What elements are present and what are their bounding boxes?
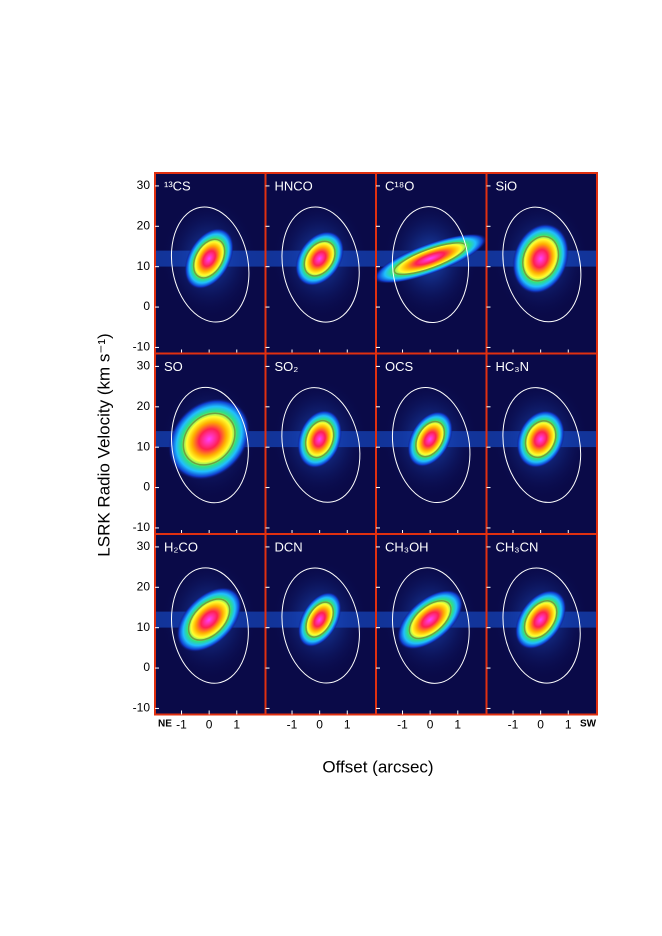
y-tick-label: -10 (133, 340, 151, 354)
panel: OCS (375, 352, 488, 535)
x-tick-label: -1 (397, 718, 408, 732)
contour-inner (192, 238, 226, 279)
x-tick-label: 1 (565, 718, 572, 732)
y-tick-label: 30 (137, 539, 151, 553)
x-tick-label: -1 (287, 718, 298, 732)
y-tick-label: 10 (137, 259, 151, 273)
panel-label: CH₃CN (496, 539, 539, 554)
panel: SiO (485, 172, 598, 355)
contour-inner (303, 240, 336, 277)
y-tick-label: 0 (143, 660, 150, 674)
ne-label: NE (158, 719, 172, 730)
panel: SO₂ (264, 352, 377, 535)
panel-label: HNCO (275, 178, 313, 193)
panel-label: C¹⁸O (385, 178, 414, 193)
panel-label: SO (164, 359, 183, 374)
y-tick-label: 0 (143, 299, 150, 313)
panel-label: H₂CO (164, 539, 198, 554)
contour-outer (171, 386, 249, 504)
x-tick-label: 0 (537, 718, 544, 732)
y-tick-label: 20 (137, 218, 151, 232)
y-tick-label: 0 (143, 480, 150, 494)
emission-peak (184, 228, 234, 290)
y-tick-label: 10 (137, 439, 151, 453)
contour-inner (182, 412, 236, 466)
contour-outer (281, 567, 360, 684)
emission-peak (397, 589, 463, 650)
panel-label: CH₃OH (385, 539, 429, 554)
emission-peak (298, 592, 342, 648)
x-tick-label: -1 (508, 718, 519, 732)
panel-border (485, 533, 598, 716)
panel-label: SO₂ (275, 359, 299, 374)
contour-inner (524, 420, 557, 459)
contour-outer (281, 206, 360, 323)
panel: C¹⁸O (373, 172, 488, 355)
x-tick-label: 1 (233, 718, 240, 732)
contour-inner (187, 598, 231, 641)
contour-inner (522, 235, 560, 282)
contour-outer (391, 387, 471, 504)
y-tick-label: 30 (137, 359, 151, 373)
panel-label: HC₃N (496, 359, 529, 374)
contour-inner (304, 419, 335, 459)
panel: HC₃N (485, 352, 598, 535)
panel: CH₃OH -1 0 1 (375, 533, 488, 732)
y-tick-label: 30 (137, 178, 151, 192)
contour-inner (408, 599, 452, 640)
x-axis-label: Offset (arcsec) (322, 757, 433, 776)
contour-outer (502, 206, 582, 323)
panel: DCN -1 0 1 (264, 533, 377, 732)
panel-label: OCS (385, 359, 414, 374)
x-tick-label: 0 (206, 718, 213, 732)
panel: SO -10 0 10 20 30 (133, 352, 267, 535)
y-tick-label: 20 (137, 579, 151, 593)
y-tick-label: 10 (137, 620, 151, 634)
emission-peak (407, 411, 453, 467)
y-tick-label: 20 (137, 399, 151, 413)
x-tick-label: 1 (454, 718, 461, 732)
panel-label: DCN (275, 539, 303, 554)
sw-label: SW (580, 719, 597, 730)
panel: HNCO (264, 172, 377, 355)
y-axis-label: LSRK Radio Velocity (km s⁻¹) (94, 333, 113, 556)
panel: CH₃CN -1 0 1 (485, 533, 598, 732)
contour-outer (502, 387, 582, 503)
emission-peak (373, 233, 487, 284)
y-tick-label: -10 (133, 520, 151, 534)
contour-outer (281, 387, 361, 503)
x-tick-label: -1 (176, 718, 187, 732)
x-tick-label: 0 (316, 718, 323, 732)
panel-label: SiO (496, 178, 518, 193)
contour-inner (523, 600, 558, 640)
contour-outer (171, 567, 249, 684)
x-tick-label: 0 (427, 718, 434, 732)
contour-inner (305, 601, 335, 638)
contour-outer (391, 206, 470, 324)
contour-outer (502, 567, 581, 684)
contour-inner (415, 420, 446, 458)
panel-label: ¹³CS (164, 178, 191, 193)
y-tick-label: -10 (133, 701, 151, 715)
emission-peak (515, 590, 567, 650)
contour-outer (392, 567, 470, 684)
x-tick-label: 1 (344, 718, 351, 732)
panel: ¹³CS -10 0 10 20 30 (133, 172, 267, 355)
emission-peak (176, 587, 242, 652)
contour-outer (170, 206, 250, 323)
